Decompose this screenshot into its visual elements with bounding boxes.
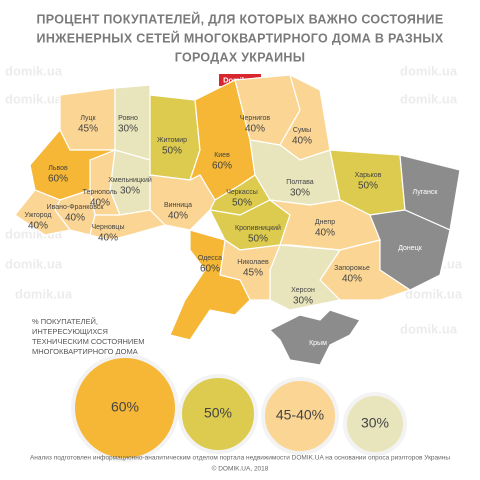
legend-swatch [71, 354, 179, 462]
region-name: Днепр [315, 219, 335, 226]
region-value: 50% [232, 198, 252, 209]
region-value: 40% [315, 228, 335, 239]
watermark: domik.ua [400, 63, 458, 78]
region-value: 40% [98, 233, 118, 244]
watermark: domik.ua [400, 321, 458, 336]
watermark: domik.ua [405, 286, 463, 301]
region-value: 30% [293, 296, 313, 307]
footer-copyright: © DOMIK.UA, 2018 [212, 465, 269, 473]
region-value: 60% [212, 161, 232, 172]
region-name: Луцк [80, 115, 96, 122]
region-name: Ровно [118, 115, 138, 122]
region-name: Черкассы [226, 189, 258, 196]
legend-label: 45-40% [276, 407, 324, 423]
region-value: 60% [200, 264, 220, 275]
region-name: Сумы [293, 127, 311, 134]
watermark: domik.ua [5, 91, 63, 106]
watermark: domik.ua [5, 256, 63, 271]
region [14, 189, 72, 236]
legend-swatch [343, 392, 407, 456]
map [14, 73, 461, 366]
region-value: 45% [78, 124, 98, 135]
region-value: 30% [120, 186, 140, 197]
legend-swatch [261, 377, 339, 455]
region-name: Киев [214, 152, 230, 159]
region-name: Тернополь [83, 189, 118, 196]
region [114, 84, 151, 161]
legend-label: 50% [204, 405, 232, 421]
region-value: 40% [342, 274, 362, 285]
region-name: Запорожье [334, 265, 370, 272]
region-name: Крым [309, 340, 327, 347]
region-name: Ивано-Франковск [47, 204, 105, 211]
region-value: 60% [48, 174, 68, 185]
watermark: domik.ua [5, 63, 63, 78]
region-name: Чернигов [240, 115, 271, 122]
title-line: ГОРОДАХ УКРАИНЫ [175, 50, 306, 64]
legend: % ПОКУПАТЕЛЕЙ,ИНТЕРЕСУЮЩИХСЯТЕХНИЧЕСКИМ … [32, 317, 407, 462]
region-name: Житомир [157, 137, 187, 144]
region [268, 309, 361, 366]
region-name: Харьков [355, 172, 382, 179]
region [169, 229, 251, 341]
region-value: 30% [118, 124, 138, 135]
legend-swatch [178, 374, 258, 454]
title-line: ИНЖЕНЕРНЫХ СЕТЕЙ МНОГОКВАРТИРНОГО ДОМА В… [37, 30, 444, 45]
region-value: 40% [28, 221, 48, 232]
region-name: Кропивницкий [235, 224, 281, 232]
legend-title: ИНТЕРЕСУЮЩИХСЯ [32, 327, 108, 336]
region-name: Одесса [198, 255, 222, 262]
region-value: 40% [292, 136, 312, 147]
map-labels: Луцк 45% Ровно 30% Житомир 50% Киев 60% Чернигов… [25, 115, 439, 347]
watermark: domik.ua [15, 286, 73, 301]
region-name: Николаев [237, 259, 269, 266]
region-name: Львов [48, 165, 68, 172]
region-name: Донецк [398, 245, 422, 252]
region-value: 40% [168, 211, 188, 222]
title-line: ПРОЦЕНТ ПОКУПАТЕЛЕЙ, ДЛЯ КОТОРЫХ ВАЖНО С… [37, 11, 444, 26]
legend-title: % ПОКУПАТЕЛЕЙ, [32, 317, 98, 326]
region-name: Черновцы [92, 224, 125, 231]
legend-title: МНОГОКВАРТИРНОГО ДОМА [32, 347, 138, 356]
region-name: Луганск [413, 189, 439, 196]
region-value: 40% [90, 198, 110, 209]
region-name: Херсон [291, 287, 315, 294]
region [89, 209, 167, 241]
footer-note: Анализ подготовлен информационно-аналити… [30, 455, 450, 462]
legend-title: ТЕХНИЧЕСКИМ СОСТОЯНИЕМ [32, 337, 145, 346]
region-value: 45% [243, 268, 263, 279]
region-name: Полтава [286, 179, 314, 186]
legend-label: 60% [111, 399, 139, 415]
region-value: 50% [358, 181, 378, 192]
region-name: Ужгород [25, 212, 52, 219]
region-name: Хмельницкий [108, 176, 152, 184]
legend-label: 30% [361, 415, 389, 431]
watermark: domik.ua [400, 91, 458, 106]
region-name: Винница [164, 202, 192, 209]
region-value: 50% [162, 146, 182, 157]
region-value: 30% [290, 188, 310, 199]
region-value: 40% [65, 213, 85, 224]
region-value: 50% [248, 234, 268, 245]
region-value: 40% [245, 124, 265, 135]
